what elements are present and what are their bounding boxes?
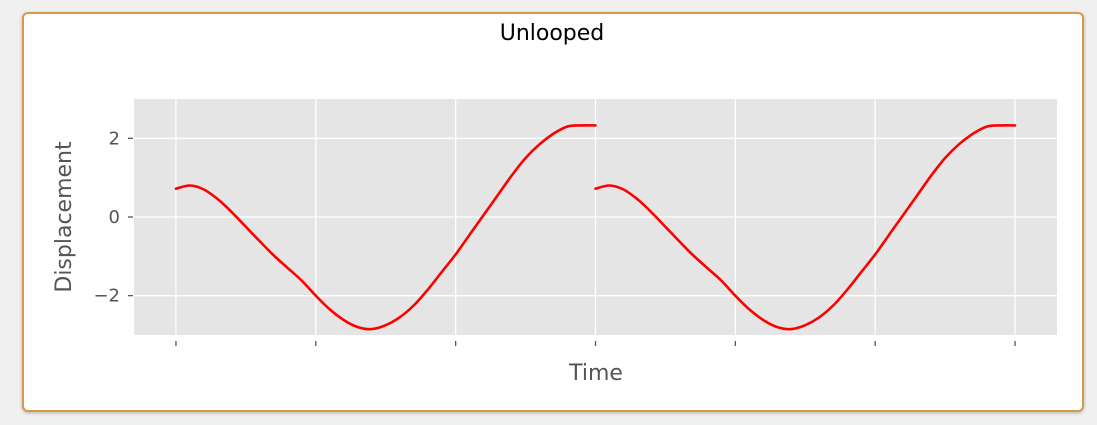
axis-ticks: −2 0 2	[93, 128, 1016, 346]
series-lines	[174, 124, 1017, 331]
y-axis-label: Displacement	[52, 141, 77, 293]
series-line	[174, 124, 597, 331]
y-tick-label: −2	[93, 286, 120, 307]
chart-title: Unlooped	[500, 21, 605, 46]
y-tick-label: 0	[109, 207, 120, 228]
y-tick-label: 2	[109, 128, 120, 149]
x-axis-label: Time	[568, 361, 623, 386]
series-line	[594, 124, 1017, 331]
